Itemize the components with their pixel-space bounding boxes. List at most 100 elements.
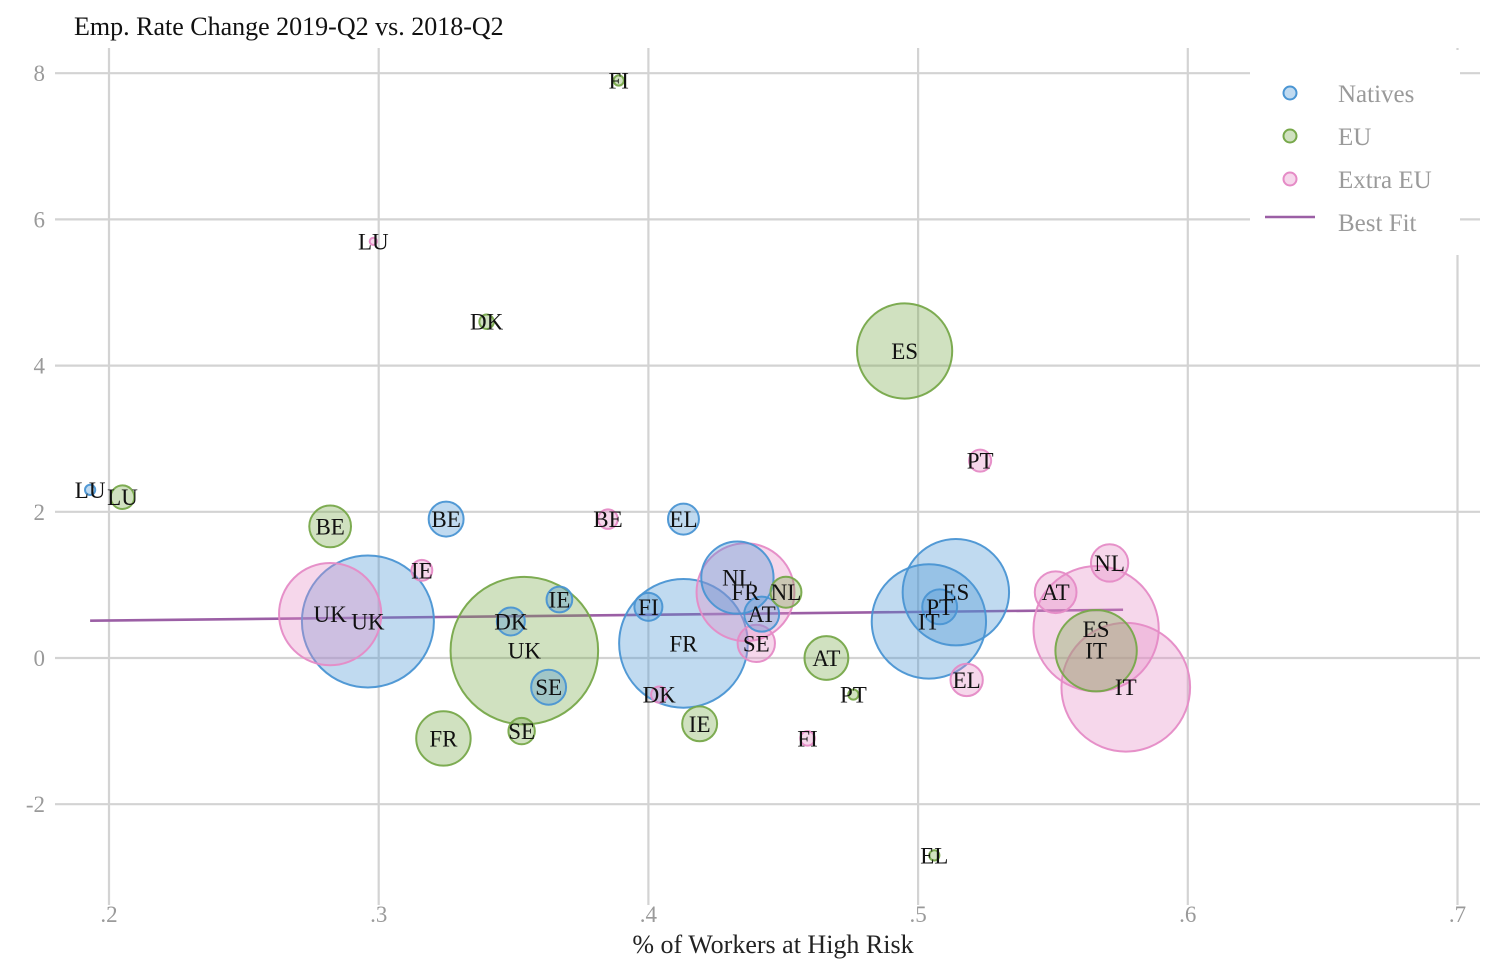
point-label: FR — [669, 631, 698, 656]
bubble-natives-nl — [700, 540, 775, 615]
y-tick-label: 6 — [34, 207, 46, 232]
bubble-extra-eu-nl — [1089, 543, 1130, 583]
bubble-extra-eu-pt — [968, 448, 993, 473]
bubble-eu-es — [856, 302, 954, 400]
point-label: AT — [748, 602, 776, 627]
bubble-extra-eu-at — [1033, 570, 1078, 615]
y-tick-label: 4 — [34, 354, 46, 379]
point-label: LU — [75, 478, 106, 503]
point-label: ES — [891, 339, 918, 364]
bubble-extra-eu-be — [597, 508, 619, 530]
bubble-eu-fr — [415, 710, 472, 767]
point-label: LU — [358, 229, 389, 254]
point-label: FI — [638, 595, 658, 620]
y-tick-labels: -2 0 2 4 6 8 — [26, 61, 46, 817]
bubble-natives-ie — [545, 585, 574, 614]
bubble-natives-se — [530, 668, 568, 706]
point-label: UK — [314, 602, 348, 627]
point-label: ES — [1083, 617, 1110, 642]
point-label: BE — [315, 514, 344, 539]
bubble-eu-nl — [769, 575, 803, 609]
point-label: BE — [431, 507, 460, 532]
point-label: IT — [918, 609, 940, 634]
bubble-natives-at — [743, 595, 781, 633]
bubble-natives-fi — [633, 591, 664, 622]
legend-marker — [1282, 85, 1298, 101]
bubble-natives-es — [901, 537, 1011, 647]
point-label: FR — [429, 726, 458, 751]
x-tick-label: .3 — [370, 902, 387, 927]
best-fit-line — [90, 608, 1124, 623]
bubble-extra-eu-el — [949, 662, 984, 698]
x-tick-label: .6 — [1179, 902, 1196, 927]
point-label: FI — [797, 726, 817, 751]
point-label: NL — [1094, 551, 1125, 576]
point-label: UK — [351, 609, 385, 634]
point-label: ES — [942, 580, 969, 605]
point-label: IE — [549, 588, 571, 613]
chart-title: Emp. Rate Change 2019-Q2 vs. 2018-Q2 — [74, 12, 504, 41]
bubble-extra-eu-dk — [650, 685, 669, 704]
legend-entry: Natives — [1338, 81, 1414, 108]
point-label: IT — [1085, 639, 1107, 664]
legend-entry: Extra EU — [1338, 167, 1432, 194]
bubble-extra-eu-lu — [368, 236, 378, 246]
x-tick-label: .2 — [100, 902, 117, 927]
point-label: PT — [967, 449, 994, 474]
bubble-eu-uk — [449, 575, 600, 726]
bubble-extra-eu-fi — [799, 730, 816, 747]
point-label: PT — [926, 595, 953, 620]
bubble-eu-at — [803, 635, 850, 681]
bubble-natives-dk — [495, 606, 526, 637]
bubble-eu-lu — [109, 484, 136, 510]
bubble-natives-be — [427, 500, 465, 538]
bubble-layer — [84, 74, 1192, 862]
point-label: IE — [411, 558, 433, 583]
point-label: BE — [593, 507, 622, 532]
point-label: SE — [743, 631, 770, 656]
bubble-extra-eu-se — [736, 623, 776, 664]
bubble-natives-lu — [84, 483, 97, 496]
bubble-eu-it — [1054, 609, 1138, 693]
bubble-eu-be — [308, 504, 353, 549]
x-tick-label: .4 — [640, 902, 658, 927]
legend-marker — [1282, 171, 1298, 187]
legend-box — [1250, 50, 1460, 255]
y-tick-label: 2 — [34, 500, 46, 525]
point-label: EL — [669, 507, 697, 532]
bubble-extra-eu-ie — [410, 558, 434, 582]
x-axis-label: % of Workers at High Risk — [632, 930, 913, 959]
point-label: AT — [1042, 580, 1070, 605]
legend-entry: EU — [1338, 124, 1371, 151]
bubble-eu-se — [507, 716, 536, 746]
bubble-extra-eu-uk — [278, 562, 383, 667]
legend: Natives EU Extra EU Best Fit — [1250, 50, 1460, 255]
point-label: IT — [1115, 675, 1137, 700]
point-label: EL — [953, 668, 981, 693]
y-tick-label: 0 — [34, 646, 46, 671]
bubble-natives-pt — [921, 588, 959, 626]
bubble-eu-dk — [478, 313, 495, 330]
point-label: PT — [840, 683, 867, 708]
point-label: SE — [508, 719, 535, 744]
legend-marker — [1282, 128, 1298, 144]
bubble-eu-fi — [612, 74, 625, 87]
y-tick-label: 8 — [34, 61, 46, 86]
x-tick-label: .5 — [909, 902, 926, 927]
bubble-natives-uk — [300, 554, 435, 689]
bubble-natives-fr — [618, 578, 749, 709]
point-label: NL — [722, 566, 753, 591]
legend-entry-best-fit: Best Fit — [1338, 210, 1417, 237]
point-label: DK — [494, 609, 528, 634]
point-label: AT — [812, 646, 840, 671]
point-label: LU — [107, 485, 138, 510]
bubble-eu-ie — [681, 705, 719, 743]
point-label: NL — [771, 580, 802, 605]
point-label: DK — [643, 683, 677, 708]
point-label: FR — [731, 580, 760, 605]
bubble-natives-el — [666, 502, 700, 536]
best-fit-layer — [90, 608, 1124, 623]
point-label: SE — [535, 675, 562, 700]
